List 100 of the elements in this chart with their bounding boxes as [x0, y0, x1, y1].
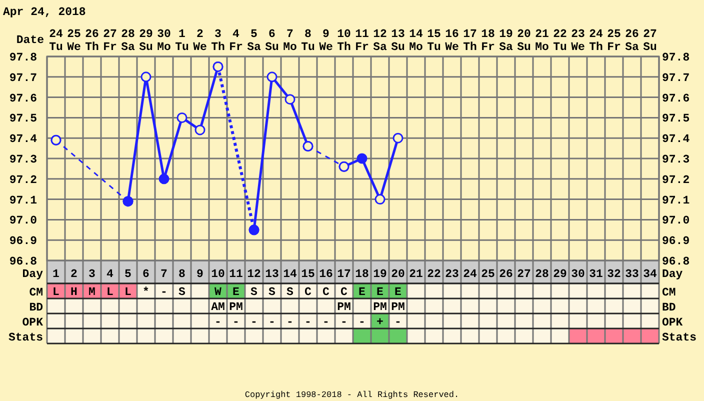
- text: S: [286, 286, 294, 299]
- x2-tick-label: 7: [160, 268, 168, 281]
- text: M: [88, 286, 96, 299]
- text: S: [178, 286, 186, 299]
- x-tick-label: 2 We: [193, 28, 207, 54]
- x-tick-label: 1 Tu: [175, 28, 189, 54]
- y2-tick-label: 97.1: [662, 194, 690, 208]
- text: Copyright 1998-2018 - All Rights Reserved.: [244, 390, 460, 400]
- x2-tick-label: 6: [142, 268, 150, 281]
- y2-tick-label: 97.0: [662, 214, 690, 228]
- text: +: [376, 316, 384, 329]
- y2-tick-label: 97.5: [662, 112, 690, 126]
- text: AM: [211, 301, 225, 314]
- y2-tick-label: 97.8: [662, 52, 690, 65]
- x-tick-label: 26 Sa: [625, 28, 639, 54]
- y2-tick-label: 97.2: [662, 174, 690, 187]
- x-tick-label: 29 Su: [139, 28, 153, 54]
- text: -: [286, 316, 294, 329]
- text: E: [376, 286, 384, 299]
- text: -: [160, 286, 168, 299]
- x2-tick-label: 14: [283, 268, 297, 281]
- text: -: [232, 316, 240, 329]
- text: -: [250, 316, 258, 329]
- y-tick-label: 97.4: [9, 133, 38, 146]
- y2-tick-label: 96.9: [662, 235, 690, 248]
- text: -: [214, 316, 222, 329]
- x2-tick-label: 23: [445, 268, 459, 281]
- y-tick-label: 97.8: [9, 52, 38, 65]
- x2-tick-label: 13: [265, 268, 279, 281]
- x-tick-label: 15 Tu: [427, 28, 441, 54]
- x2-tick-label: 18: [355, 268, 369, 281]
- text: PM: [373, 301, 387, 314]
- x2-tick-label: 26: [499, 268, 513, 281]
- x-tick-label: 4 Fr: [229, 28, 243, 54]
- y2-tick-label: 97.3: [662, 154, 690, 167]
- category-label: OPK: [22, 316, 43, 330]
- x2-tick-label: 15: [301, 268, 315, 281]
- x2-tick-label: 8: [178, 268, 186, 281]
- y-tick-label: 96.9: [9, 235, 38, 248]
- x-tick-label: 17 Th: [463, 28, 477, 54]
- text: -: [304, 316, 312, 329]
- x-tick-label: 24 Tu: [49, 28, 63, 54]
- x2-tick-label: 9: [196, 268, 204, 281]
- text: C: [322, 286, 330, 299]
- x-tick-label: 27 Su: [643, 28, 657, 54]
- x-tick-label: 6 Su: [265, 28, 279, 54]
- y2-tick-label: 97.7: [662, 72, 690, 85]
- x2-tick-label: 10: [211, 268, 225, 281]
- text: S: [268, 286, 276, 299]
- x2-tick-label: 28: [535, 268, 549, 281]
- x2-tick-label: 34: [643, 268, 657, 281]
- text: C: [340, 286, 348, 299]
- text: -: [394, 316, 402, 329]
- text: L: [106, 286, 114, 299]
- x2-tick-label: 17: [337, 268, 351, 281]
- text: W: [214, 286, 222, 299]
- y-tick-label: 97.0: [9, 214, 38, 228]
- x-tick-label: 19 Sa: [499, 28, 513, 54]
- x-tick-label: 16 We: [445, 28, 459, 54]
- x-tick-label: 10 Th: [337, 28, 351, 54]
- text: PM: [229, 301, 243, 314]
- category-label: CM: [29, 286, 43, 300]
- category-label: Stats: [8, 332, 43, 344]
- y-tick-label: 97.7: [9, 72, 38, 85]
- y-tick-label: 97.1: [9, 194, 38, 208]
- text: L: [124, 286, 132, 299]
- x-tick-label: 28 Sa: [121, 28, 135, 54]
- x2-tick-label: 29: [553, 268, 567, 281]
- x-tick-label: 24 Th: [589, 28, 603, 54]
- x-tick-label: 22 Tu: [553, 28, 567, 54]
- category-label: CM: [662, 286, 676, 300]
- text: E: [232, 286, 240, 299]
- x2-tick-label: 27: [517, 268, 531, 281]
- x-tick-label: 7 Mo: [283, 28, 297, 54]
- y-tick-label: 97.2: [9, 174, 38, 187]
- x2-tick-label: 19: [373, 268, 387, 281]
- x-tick-label: 26 Th: [85, 28, 99, 54]
- x2-tick-label: 20: [391, 268, 405, 281]
- text: -: [358, 316, 366, 329]
- chart-title: Apr 24, 2018: [3, 6, 86, 19]
- x2-tick-label: 1: [52, 268, 60, 281]
- y-tick-label: 96.8: [9, 256, 38, 269]
- x2-tick-label: 32: [607, 268, 621, 281]
- x2-tick-label: 2: [70, 268, 78, 281]
- y2-tick-label: 97.6: [662, 92, 690, 106]
- text: PM: [391, 301, 405, 314]
- x-tick-label: 11 Fr: [355, 28, 369, 54]
- x-tick-label: 5 Sa: [247, 28, 261, 54]
- category-label: BD: [662, 302, 676, 314]
- x-tick-label: 25 We: [67, 28, 81, 54]
- x2-tick-label: 22: [427, 268, 441, 281]
- x-tick-label: 21 Mo: [535, 28, 549, 54]
- x2-tick-label: 25: [481, 268, 495, 281]
- text: E: [394, 286, 402, 299]
- x-tick-label: 23 We: [571, 28, 585, 54]
- category-label: Stats: [662, 332, 697, 344]
- text: Day: [22, 268, 43, 281]
- x-tick-label: 13 Su: [391, 28, 405, 54]
- text: -: [322, 316, 330, 329]
- y2-tick-label: 96.8: [662, 256, 690, 269]
